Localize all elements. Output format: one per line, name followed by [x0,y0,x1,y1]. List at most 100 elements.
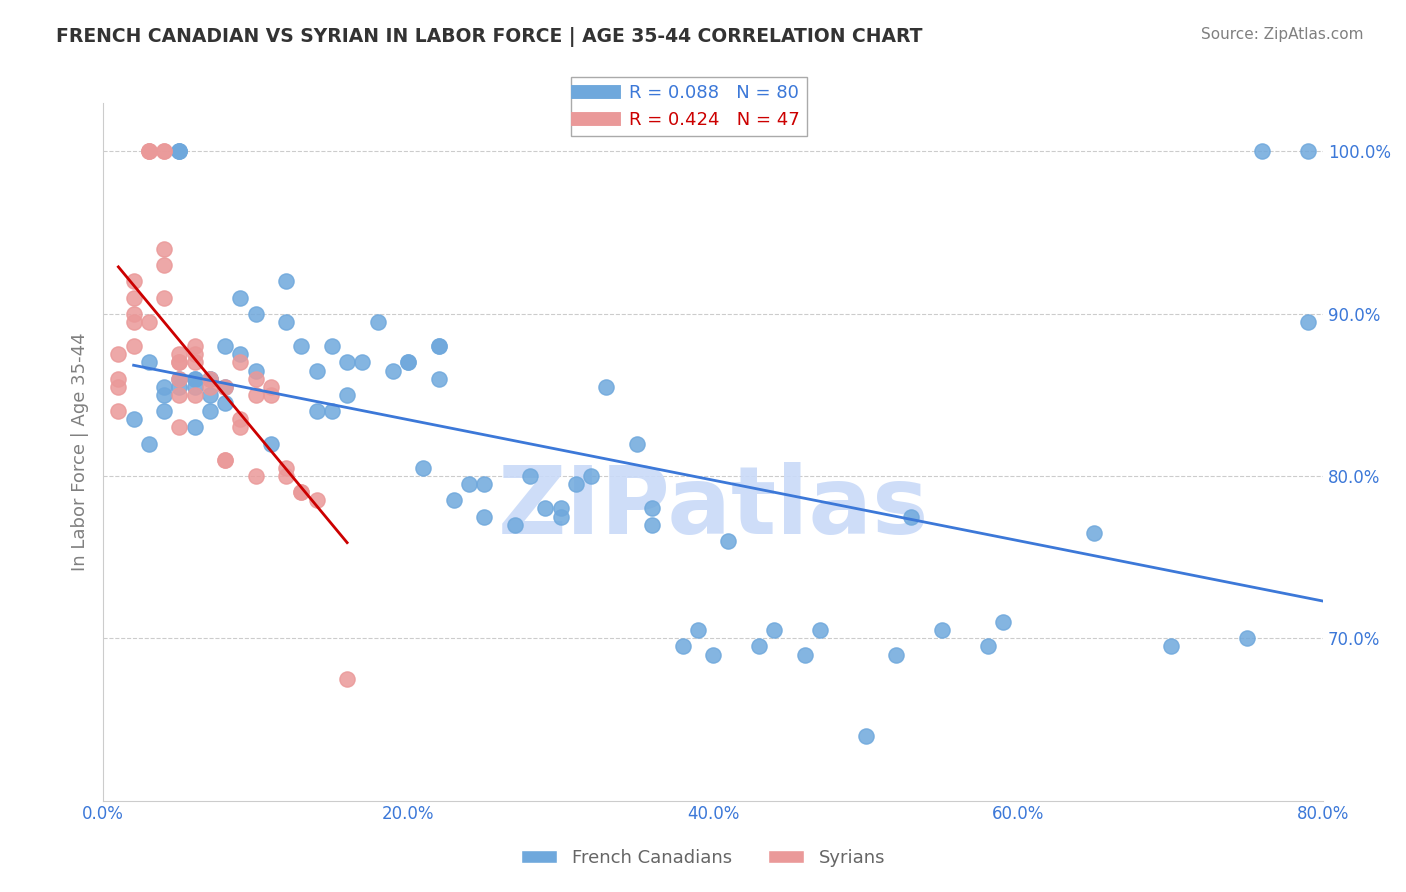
Point [396,355,419,369]
Point [336,355,359,369]
Point [427,372,450,386]
Point [229,347,252,361]
Point [107,372,129,386]
Point [214,380,236,394]
Point [153,404,176,418]
Point [396,355,419,369]
Point [183,380,205,394]
Point [305,493,328,508]
Point [1160,640,1182,654]
Point [808,624,831,638]
Point [169,372,191,386]
Point [352,355,374,369]
Point [153,145,176,159]
Point [214,339,236,353]
Point [169,420,191,434]
Point [641,501,664,516]
Point [183,339,205,353]
Point [260,380,283,394]
Legend: R = 0.088   N = 80, R = 0.424   N = 47: R = 0.088 N = 80, R = 0.424 N = 47 [571,77,807,136]
Point [519,469,541,483]
Point [672,640,695,654]
Legend: French Canadians, Syrians: French Canadians, Syrians [513,842,893,874]
Point [229,355,252,369]
Point [763,624,786,638]
Y-axis label: In Labor Force | Age 35-44: In Labor Force | Age 35-44 [72,333,89,571]
Point [884,648,907,662]
Point [198,404,221,418]
Point [183,372,205,386]
Point [169,347,191,361]
Point [138,145,160,159]
Point [474,509,496,524]
Point [458,477,481,491]
Point [381,363,404,377]
Point [245,363,267,377]
Point [276,461,298,475]
Point [183,347,205,361]
Point [153,291,176,305]
Point [169,380,191,394]
Point [183,372,205,386]
Point [1236,632,1258,646]
Text: FRENCH CANADIAN VS SYRIAN IN LABOR FORCE | AGE 35-44 CORRELATION CHART: FRENCH CANADIAN VS SYRIAN IN LABOR FORCE… [56,27,922,46]
Point [122,274,145,288]
Point [153,145,176,159]
Point [748,640,770,654]
Point [138,436,160,450]
Text: ZIPatlas: ZIPatlas [498,461,929,554]
Point [198,372,221,386]
Point [214,452,236,467]
Point [534,501,557,516]
Point [229,420,252,434]
Point [290,485,312,500]
Point [153,242,176,256]
Point [427,339,450,353]
Point [153,380,176,394]
Point [198,380,221,394]
Point [276,469,298,483]
Point [198,372,221,386]
Point [198,372,221,386]
Point [1296,145,1319,159]
Point [336,672,359,686]
Point [183,420,205,434]
Point [260,388,283,402]
Point [276,274,298,288]
Point [214,452,236,467]
Point [686,624,709,638]
Point [169,145,191,159]
Point [153,388,176,402]
Point [169,145,191,159]
Point [336,388,359,402]
Point [183,388,205,402]
Point [169,145,191,159]
Point [107,380,129,394]
Point [169,372,191,386]
Point [321,339,343,353]
Point [138,315,160,329]
Point [1083,525,1105,540]
Point [427,339,450,353]
Point [107,347,129,361]
Point [991,615,1014,629]
Point [793,648,815,662]
Point [595,380,617,394]
Point [138,355,160,369]
Point [321,404,343,418]
Point [976,640,998,654]
Point [107,404,129,418]
Point [122,339,145,353]
Point [229,291,252,305]
Point [260,436,283,450]
Point [305,404,328,418]
Point [412,461,434,475]
Point [550,509,572,524]
Point [717,533,740,548]
Point [1251,145,1274,159]
Point [214,380,236,394]
Point [169,388,191,402]
Point [900,509,922,524]
Point [138,145,160,159]
Point [229,412,252,426]
